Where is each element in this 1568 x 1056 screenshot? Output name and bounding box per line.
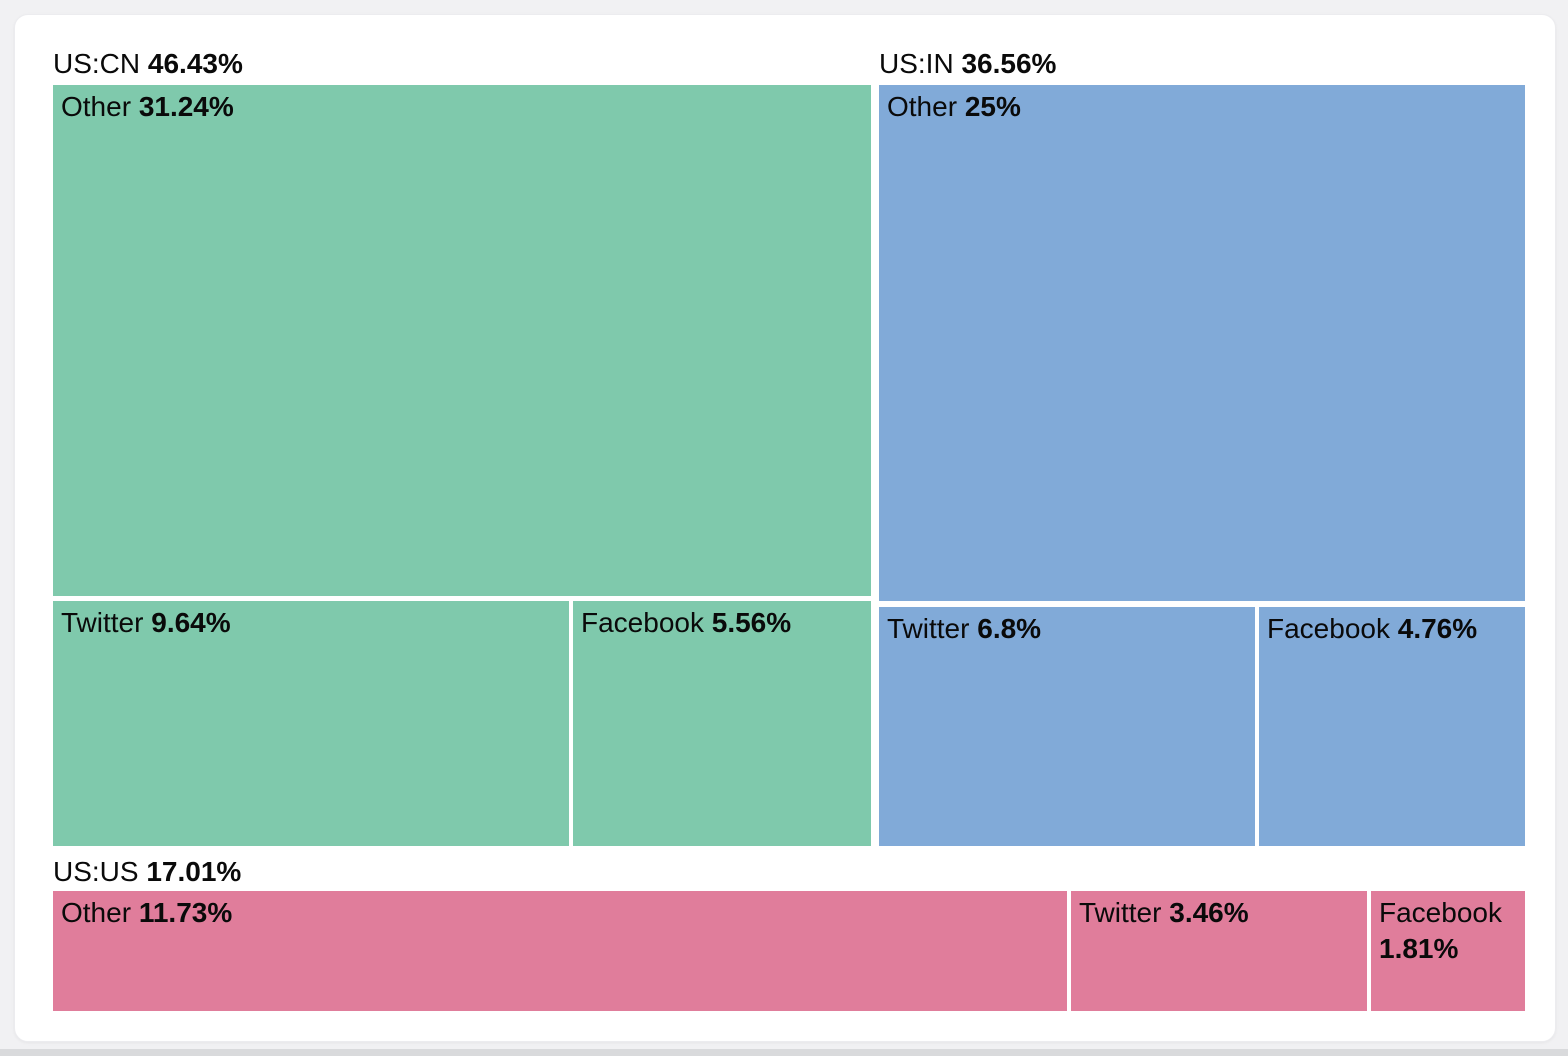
- treemap-cell-us-cn-twitter[interactable]: Twitter 9.64%: [53, 601, 569, 846]
- cell-name: Facebook: [1379, 897, 1502, 928]
- cell-name: Other: [61, 91, 132, 122]
- cell-value: 11.73%: [138, 897, 233, 928]
- cell-name: Twitter: [887, 613, 970, 644]
- treemap-cell-us-us-facebook[interactable]: Facebook 1.81%: [1371, 891, 1525, 1011]
- cell-value: 5.56%: [711, 607, 792, 638]
- cell-label: Facebook 5.56%: [573, 601, 871, 645]
- group-name: US:IN: [879, 48, 954, 79]
- group-value: 46.43%: [147, 48, 243, 79]
- cell-value: 3.46%: [1169, 897, 1249, 928]
- group-value: 17.01%: [146, 856, 242, 887]
- treemap-cell-us-us-twitter[interactable]: Twitter 3.46%: [1071, 891, 1367, 1011]
- cell-value: 1.81%: [1379, 933, 1459, 964]
- cell-label: Other 25%: [879, 85, 1525, 129]
- treemap-cell-us-in-other[interactable]: Other 25%: [879, 85, 1525, 601]
- cell-label: Facebook 1.81%: [1371, 891, 1525, 971]
- cell-label: Twitter 9.64%: [53, 601, 569, 645]
- treemap-cell-us-cn-other[interactable]: Other 31.24%: [53, 85, 871, 596]
- treemap-cell-us-in-facebook[interactable]: Facebook 4.76%: [1259, 607, 1525, 846]
- treemap-cell-us-in-twitter[interactable]: Twitter 6.8%: [879, 607, 1255, 846]
- cell-label: Other 11.73%: [53, 891, 1067, 935]
- treemap-group-label-us-us: US:US 17.01%: [53, 855, 241, 889]
- treemap-cell-us-cn-facebook[interactable]: Facebook 5.56%: [573, 601, 871, 846]
- cell-value: 6.8%: [977, 613, 1042, 644]
- group-name: US:CN: [53, 48, 141, 79]
- treemap-group-label-us-in: US:IN 36.56%: [879, 47, 1056, 81]
- cell-name: Other: [887, 91, 958, 122]
- treemap: US:CN 46.43% Other 31.24% Twitter 9.64% …: [15, 15, 1555, 1041]
- treemap-cell-us-us-other[interactable]: Other 11.73%: [53, 891, 1067, 1011]
- page-bottom-strip: [0, 1049, 1568, 1056]
- cell-name: Facebook: [1267, 613, 1390, 644]
- chart-card: US:CN 46.43% Other 31.24% Twitter 9.64% …: [14, 14, 1556, 1042]
- group-value: 36.56%: [961, 48, 1057, 79]
- cell-value: 9.64%: [151, 607, 231, 638]
- cell-name: Twitter: [61, 607, 144, 638]
- cell-value: 25%: [964, 91, 1021, 122]
- cell-name: Twitter: [1079, 897, 1162, 928]
- treemap-group-label-us-cn: US:CN 46.43%: [53, 47, 243, 81]
- cell-value: 4.76%: [1397, 613, 1478, 644]
- cell-label: Other 31.24%: [53, 85, 871, 129]
- cell-label: Twitter 3.46%: [1071, 891, 1367, 935]
- cell-label: Twitter 6.8%: [879, 607, 1255, 651]
- cell-name: Other: [61, 897, 132, 928]
- cell-label: Facebook 4.76%: [1259, 607, 1525, 651]
- cell-name: Facebook: [581, 607, 704, 638]
- group-name: US:US: [53, 856, 139, 887]
- cell-value: 31.24%: [138, 91, 234, 122]
